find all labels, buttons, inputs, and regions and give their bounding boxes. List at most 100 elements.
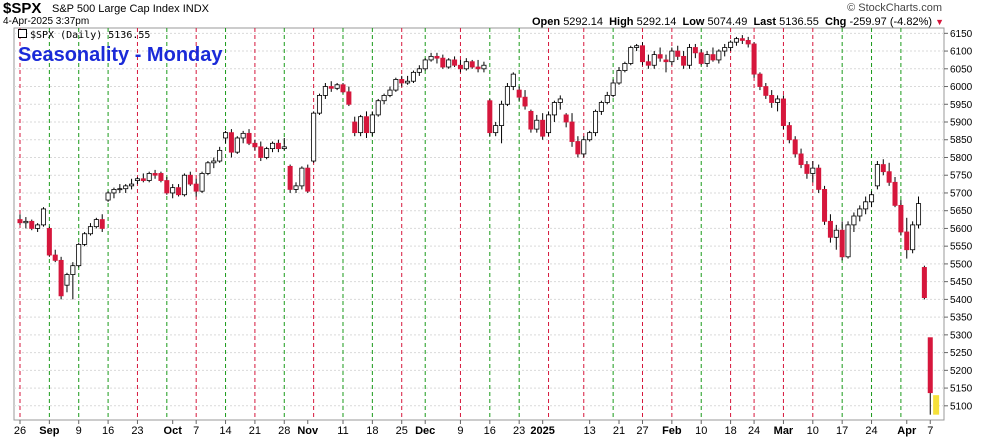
x-tick-label: 7 <box>927 425 933 437</box>
candle-down <box>516 89 522 98</box>
x-tick-label: 24 <box>748 425 760 437</box>
monday-lines <box>19 28 902 420</box>
chg-label: Chg <box>825 16 847 28</box>
candle-down <box>258 146 264 158</box>
y-tick-label: 5800 <box>950 153 973 164</box>
candle-up <box>598 102 604 112</box>
candle-down <box>287 165 293 190</box>
candle-down <box>305 167 311 192</box>
candle-down <box>228 132 234 153</box>
candle-down <box>29 220 35 229</box>
candle-up <box>223 132 229 139</box>
y-tick-label: 5700 <box>950 188 973 199</box>
candle-up <box>857 208 863 217</box>
chart-overlay-title: Seasonality - Monday <box>18 44 223 66</box>
chg-down-arrow-icon: ▼ <box>935 17 944 27</box>
candle-up <box>123 185 129 190</box>
candle-up <box>446 59 452 68</box>
y-tick-label: 5400 <box>950 295 973 306</box>
candle-up <box>634 45 640 48</box>
candle-up <box>416 68 422 73</box>
candle-down <box>434 55 440 59</box>
candle-up <box>40 208 47 226</box>
x-tick-label: 23 <box>131 425 143 437</box>
candle-up <box>851 215 857 226</box>
y-tick-label: 5750 <box>950 171 973 182</box>
candle-up <box>270 142 276 150</box>
candle-up <box>105 192 111 201</box>
candle-up <box>387 89 393 96</box>
candle-up <box>211 160 217 164</box>
x-tick-label: 7 <box>193 425 199 437</box>
y-tick-label: 6050 <box>950 64 973 75</box>
candle-up <box>546 114 552 134</box>
candle-up <box>722 47 728 52</box>
candle-up <box>604 95 610 103</box>
candle-down <box>639 45 646 63</box>
y-tick-label: 5100 <box>950 401 973 412</box>
candle-down <box>898 204 904 233</box>
x-tick-label: 27 <box>636 425 648 437</box>
candle-down <box>487 100 493 134</box>
x-tick-label: 14 <box>219 425 231 437</box>
high-label: High <box>609 16 634 28</box>
y-tick-label: 5950 <box>950 100 973 111</box>
candle-up <box>587 132 593 141</box>
x-tick-label: 23 <box>513 425 525 437</box>
y-tick-label: 6000 <box>950 82 973 93</box>
x-tick-label: 21 <box>613 425 625 437</box>
candle-down <box>275 142 281 150</box>
candle-up <box>910 224 916 251</box>
candle-up <box>593 110 599 134</box>
candle-down <box>399 79 405 84</box>
candle-up <box>581 139 587 155</box>
candle-up <box>915 203 922 226</box>
y-tick-label: 5450 <box>950 277 973 288</box>
candle-down <box>739 38 745 41</box>
candle-up <box>669 50 675 63</box>
candle-up <box>493 125 499 134</box>
candle-down <box>193 183 199 192</box>
candle-up <box>422 59 428 70</box>
candle-up <box>716 50 722 61</box>
candle-down <box>575 141 581 155</box>
candle-down <box>780 98 786 126</box>
x-tick-label: Mar <box>774 425 794 437</box>
candle-up <box>299 167 305 187</box>
brand-watermark: © StockCharts.com <box>847 2 942 14</box>
y-tick-label: 5150 <box>950 384 973 395</box>
low-value: 5074.49 <box>707 16 748 28</box>
candle-up <box>622 63 628 71</box>
candle-down <box>792 139 798 155</box>
candle-down <box>252 142 258 148</box>
candle-up <box>410 71 416 82</box>
candle-down <box>698 52 704 64</box>
x-tick-label: 24 <box>865 425 877 437</box>
x-tick-label: Feb <box>662 425 682 437</box>
x-tick-label: 9 <box>457 425 463 437</box>
candle-down <box>440 57 446 68</box>
candle-up <box>358 116 364 134</box>
candle-down <box>58 259 64 297</box>
candle-down <box>340 84 346 93</box>
x-tick-label: Nov <box>297 425 319 437</box>
candle-up <box>293 185 299 190</box>
x-tick-label: 28 <box>278 425 290 437</box>
candle-up <box>134 178 140 181</box>
last-price-highlight <box>933 395 940 415</box>
candle-up <box>311 112 317 162</box>
candle-down <box>152 173 158 176</box>
candle-down <box>540 119 546 137</box>
candle-down <box>457 64 463 70</box>
candle-down <box>886 171 892 183</box>
y-tick-label: 6150 <box>950 29 973 40</box>
y-tick-label: 6100 <box>950 47 973 58</box>
x-tick-label: 18 <box>366 425 378 437</box>
candle-up <box>810 167 816 174</box>
candle-down <box>757 73 763 87</box>
candle-down <box>657 54 663 59</box>
candle-down <box>786 125 792 141</box>
candle-up <box>504 86 510 105</box>
candle-up <box>686 47 692 66</box>
index-name-label: S&P 500 Large Cap Index INDX <box>52 3 209 15</box>
